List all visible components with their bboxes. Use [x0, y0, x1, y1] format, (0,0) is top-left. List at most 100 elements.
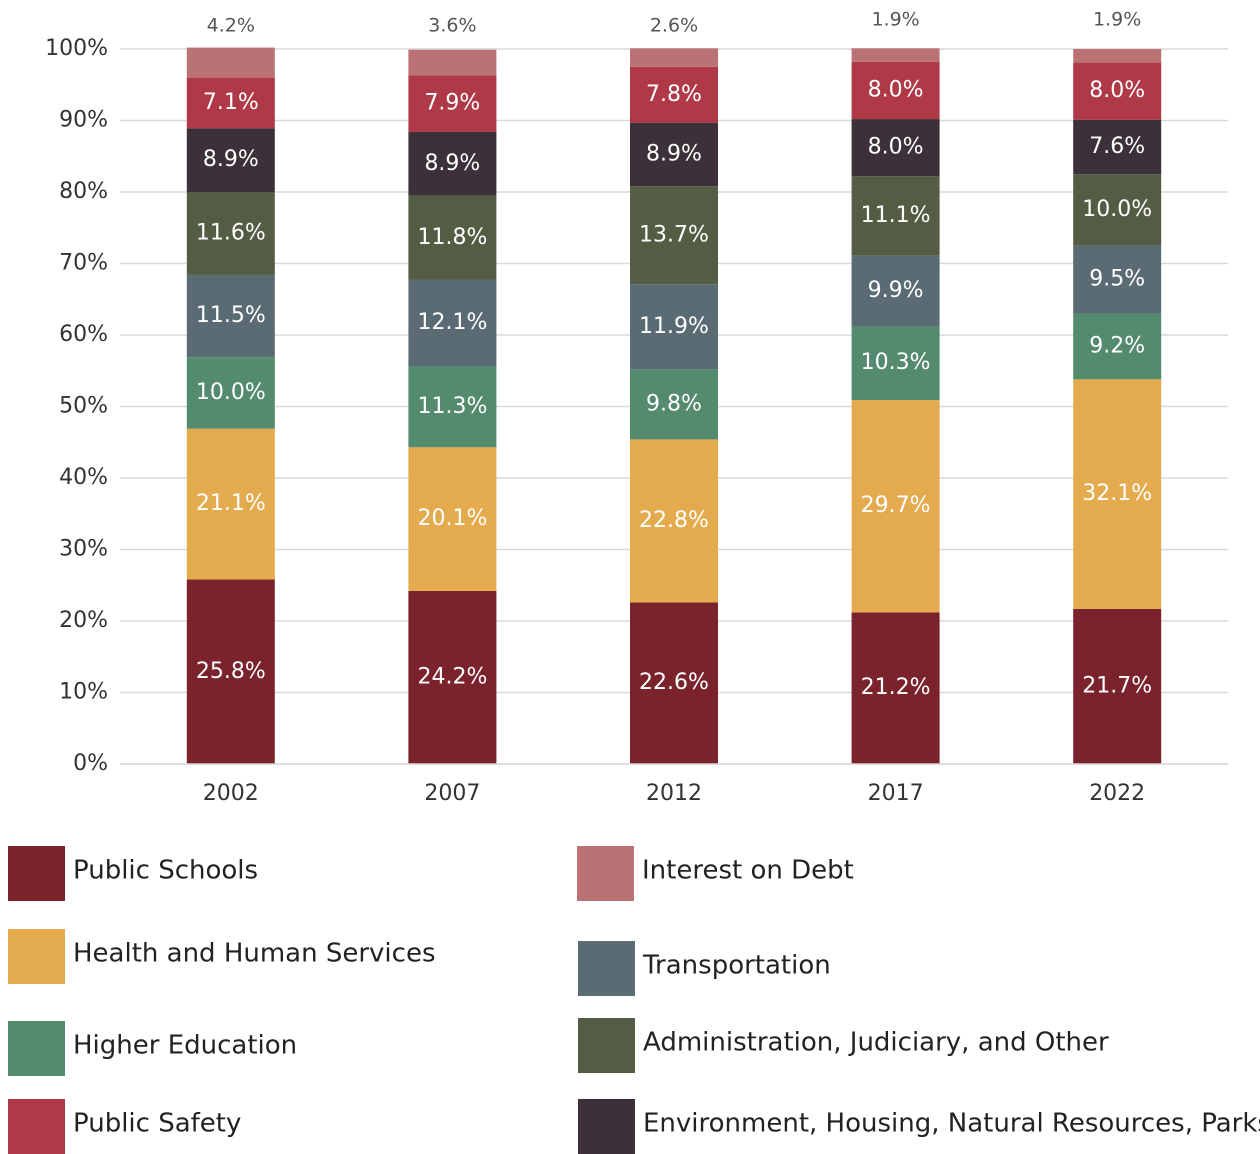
legend-label: Public Safety	[73, 1109, 241, 1139]
bar-segment	[408, 366, 497, 448]
value-label: 10.0%	[1082, 197, 1152, 222]
value-label: 11.6%	[196, 220, 266, 245]
bar-segment	[630, 369, 718, 440]
y-tick-label: 60%	[59, 322, 108, 347]
legend-label: Higher Education	[73, 1031, 297, 1061]
value-label: 1.9%	[871, 9, 919, 31]
value-label: 9.5%	[1089, 267, 1145, 292]
bar-segment	[851, 48, 940, 62]
value-label: 21.7%	[1082, 673, 1152, 698]
legend-label: Health and Human Services	[73, 939, 436, 969]
value-label: 11.5%	[196, 303, 266, 328]
bar-segment	[186, 128, 275, 192]
legend-swatch	[578, 1018, 635, 1073]
value-label: 32.1%	[1082, 481, 1152, 506]
value-label: 8.0%	[868, 135, 924, 160]
bar-segment	[186, 579, 275, 764]
bar-segment	[1073, 62, 1162, 120]
bar-segment	[630, 186, 718, 285]
x-tick-label: 2022	[1089, 781, 1145, 806]
bar-segment	[1073, 119, 1162, 175]
value-label: 20.1%	[417, 506, 487, 531]
y-tick-label: 100%	[45, 36, 108, 61]
legend-label: Public Schools	[73, 856, 258, 886]
bar-segment	[630, 284, 718, 370]
legend-label: Interest on Debt	[642, 856, 854, 886]
legend-label: Environment, Housing, Natural Resources,…	[643, 1109, 1260, 1139]
bar-segment	[851, 612, 940, 764]
bar-segment	[1073, 379, 1162, 609]
bar-segment	[630, 122, 718, 187]
bar-segment	[851, 119, 940, 177]
value-label: 7.1%	[203, 90, 259, 115]
bar-segment	[630, 48, 718, 67]
y-tick-label: 90%	[59, 108, 108, 133]
value-label: 7.8%	[646, 82, 702, 107]
bar-segment	[408, 590, 497, 764]
bar-segment	[408, 131, 497, 196]
bar-segment	[186, 77, 275, 129]
bar-segment	[408, 447, 497, 591]
value-label: 8.9%	[424, 151, 480, 176]
bar-segment	[1073, 608, 1162, 764]
value-label: 8.0%	[1089, 78, 1145, 103]
value-label: 9.8%	[646, 391, 702, 416]
value-label: 7.6%	[1089, 134, 1145, 159]
value-label: 11.9%	[639, 314, 709, 339]
y-tick-label: 30%	[59, 537, 108, 562]
y-tick-label: 20%	[59, 608, 108, 633]
value-label: 12.1%	[417, 310, 487, 335]
bar-segment	[408, 49, 497, 76]
value-label: 11.1%	[861, 203, 931, 228]
bar-segment	[408, 279, 497, 367]
bar-segment	[408, 75, 497, 132]
value-label: 22.6%	[639, 670, 709, 695]
value-label: 4.2%	[207, 15, 255, 37]
value-label: 3.6%	[428, 15, 476, 37]
value-label: 21.1%	[196, 491, 266, 516]
value-label: 2.6%	[650, 15, 698, 37]
value-label: 9.2%	[1089, 333, 1145, 358]
value-label: 13.7%	[639, 222, 709, 247]
x-tick-label: 2012	[646, 781, 702, 806]
bar-segment	[851, 400, 940, 613]
bar-segment	[630, 66, 718, 123]
bar-segment	[851, 255, 940, 327]
bar-segment	[630, 602, 718, 764]
y-tick-label: 0%	[73, 751, 108, 776]
value-label: 25.8%	[196, 659, 266, 684]
value-label: 11.3%	[417, 394, 487, 419]
value-label: 9.9%	[868, 278, 924, 303]
legend-swatch	[578, 941, 635, 996]
legend-swatch	[8, 846, 65, 901]
legend-label: Transportation	[642, 951, 831, 981]
value-label: 8.0%	[868, 77, 924, 102]
y-tick-label: 80%	[59, 179, 108, 204]
value-label: 1.9%	[1093, 9, 1141, 31]
value-label: 7.9%	[424, 91, 480, 116]
bar-segment	[186, 428, 275, 580]
x-tick-label: 2007	[424, 781, 480, 806]
legend-swatch	[577, 846, 634, 901]
bar-segment	[1073, 174, 1162, 246]
bar-segment	[186, 47, 275, 78]
bar-segment	[851, 326, 940, 401]
bar-segment	[186, 357, 275, 429]
value-label: 29.7%	[861, 493, 931, 518]
value-label: 21.2%	[861, 675, 931, 700]
y-tick-label: 10%	[59, 680, 108, 705]
value-label: 11.8%	[417, 225, 487, 250]
value-label: 10.3%	[861, 350, 931, 375]
y-tick-label: 40%	[59, 465, 108, 490]
legend-swatch	[8, 929, 65, 984]
value-label: 8.9%	[203, 147, 259, 172]
bar-segment	[408, 195, 497, 280]
legend-swatch	[8, 1021, 65, 1076]
y-tick-label: 70%	[59, 251, 108, 276]
legend-swatch	[8, 1099, 65, 1154]
x-tick-label: 2002	[203, 781, 259, 806]
bar-segment	[1073, 313, 1162, 380]
value-label: 8.9%	[646, 141, 702, 166]
bar-segment	[186, 274, 275, 358]
